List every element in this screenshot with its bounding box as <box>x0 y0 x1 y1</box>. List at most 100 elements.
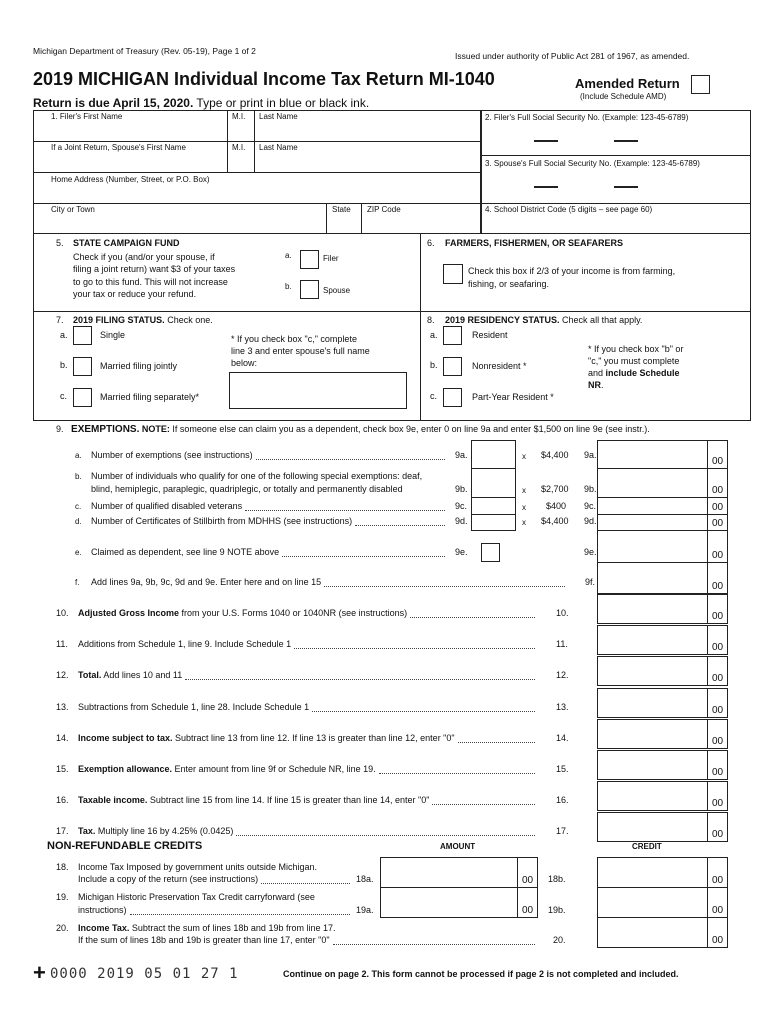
line-number: 13. <box>56 701 69 712</box>
filer-first-name-field[interactable]: 1. Filer's First Name <box>51 112 123 121</box>
exemption-amount-input[interactable]: 00 <box>597 497 728 515</box>
nonresident-checkbox[interactable] <box>443 357 462 376</box>
exemption-rate: $4,400 <box>541 516 569 526</box>
line-amount-input[interactable]: 00 <box>597 625 728 656</box>
residency-title-bold: 2019 RESIDENCY STATUS. <box>445 315 560 325</box>
filing-note: line 3 and enter spouse's full name <box>231 346 370 356</box>
exemption-amount-code: 9b. <box>584 484 597 494</box>
resident-checkbox[interactable] <box>443 326 462 345</box>
exemption-label: Number of Certificates of Stillbirth fro… <box>91 516 353 526</box>
claimed-dependent-checkbox[interactable] <box>481 543 500 562</box>
spouse-ssn-field[interactable]: 3. Spouse's Full Social Security No. (Ex… <box>485 159 700 168</box>
due-date-ink: Type or print in blue or black ink. <box>193 96 370 110</box>
credit-value-input[interactable]: 00 <box>597 857 728 888</box>
residency-note-bold: include Schedule <box>605 368 680 378</box>
amount-line-code: 18a. <box>356 874 374 884</box>
exemption-line-code: 9e. <box>455 547 468 557</box>
exemption-amount-input[interactable]: 00 <box>597 514 728 531</box>
school-district-field[interactable]: 4. School District Code (5 digits – see … <box>485 205 653 214</box>
filing-joint-checkbox[interactable] <box>73 357 92 376</box>
line-number: 14. <box>56 732 69 743</box>
spouse-last-name-field[interactable]: Last Name <box>259 143 298 152</box>
credit-line-code: 20. <box>553 935 566 945</box>
line-code: 11. <box>556 639 568 650</box>
filer-mi-field[interactable]: M.I. <box>232 112 246 121</box>
line-number: 20. <box>56 923 69 933</box>
exemption-count-input[interactable] <box>471 514 516 531</box>
cents-field: 00 <box>707 918 727 947</box>
line-amount-input[interactable]: 00 <box>597 718 728 749</box>
divider <box>33 203 751 204</box>
exemption-amount-input[interactable]: 00 <box>597 440 728 469</box>
credit-amount-input[interactable]: 00 <box>380 887 538 918</box>
filing-a-letter: a. <box>60 330 68 340</box>
exemption-amount-input[interactable]: 00 <box>597 468 728 498</box>
spouse-first-name-field[interactable]: If a Joint Return, Spouse's First Name <box>51 143 186 152</box>
line-label: Income Tax Imposed by government units o… <box>78 862 317 873</box>
exemption-count-input[interactable] <box>471 468 516 498</box>
line-amount-input[interactable]: 00 <box>597 750 728 780</box>
exemption-letter: e. <box>75 548 82 557</box>
exemption-count-input[interactable] <box>471 440 516 469</box>
campaign-filer-checkbox[interactable] <box>300 250 319 269</box>
line-label-text: Subtract the sum of lines 18b and 19b fr… <box>129 923 336 933</box>
divider <box>254 110 255 172</box>
spouse-full-name-input[interactable] <box>229 372 407 409</box>
dot-leader <box>458 741 535 743</box>
home-address-field[interactable]: Home Address (Number, Street, or P.O. Bo… <box>51 175 210 184</box>
times-sign: x <box>522 518 526 527</box>
filing-single-checkbox[interactable] <box>73 326 92 345</box>
line-amount-input[interactable]: 00 <box>597 687 728 718</box>
dot-leader <box>294 648 535 650</box>
credit-value-input[interactable]: 00 <box>597 887 728 918</box>
line-label-text: Add lines 10 and 11 <box>101 670 183 681</box>
exemption-label: blind, hemiplegic, paraplegic, quadriple… <box>91 484 403 494</box>
campaign-a-letter: a. <box>285 251 292 260</box>
spouse-mi-field[interactable]: M.I. <box>232 143 246 152</box>
ssn-separator <box>614 186 638 188</box>
exemption-label: Claimed as dependent, see line 9 NOTE ab… <box>91 547 280 557</box>
campaign-spouse-checkbox[interactable] <box>300 280 319 299</box>
exemption-amount-code: 9a. <box>584 450 597 460</box>
filing-separate-checkbox[interactable] <box>73 388 92 407</box>
exemption-line-code: 9a. <box>455 450 468 460</box>
filer-last-name-field[interactable]: Last Name <box>259 112 298 121</box>
part-year-checkbox[interactable] <box>443 388 462 407</box>
filer-ssn-field[interactable]: 2. Filer's Full Social Security No. (Exa… <box>485 113 689 122</box>
state-field[interactable]: State <box>332 205 351 214</box>
line-label-text: Subtract line 15 from line 14. If line 1… <box>147 795 430 806</box>
continue-note: Continue on page 2. This form cannot be … <box>283 969 679 979</box>
divider <box>33 172 480 173</box>
cents-field: 00 <box>707 498 727 514</box>
line-code: 17. <box>556 826 569 837</box>
city-field[interactable]: City or Town <box>51 205 95 214</box>
amended-return-checkbox[interactable] <box>691 75 710 94</box>
line-label: Subtractions from Schedule 1, line 28. I… <box>78 702 309 713</box>
nonresident-label: Nonresident * <box>472 361 527 371</box>
line-amount-input[interactable]: 00 <box>597 656 728 687</box>
exemption-count-input[interactable] <box>471 497 516 515</box>
residency-note-period: . <box>601 380 604 390</box>
filing-title: 2019 FILING STATUS. Check one. <box>73 315 213 326</box>
credit-value-input[interactable]: 00 <box>597 917 728 948</box>
credit-amount-input[interactable]: 00 <box>380 857 538 888</box>
exemption-amount-input[interactable]: 00 <box>597 530 728 563</box>
divider <box>227 110 228 172</box>
exemption-amount-code: 9c. <box>584 501 597 511</box>
line-label-bold: Tax. <box>78 826 96 837</box>
exemption-amount-input[interactable]: 00 <box>597 562 728 594</box>
residency-note: NR. <box>588 380 604 391</box>
line-amount-input[interactable]: 00 <box>597 812 728 843</box>
line-amount-input[interactable]: 00 <box>597 594 728 624</box>
plus-icon: + <box>33 960 46 985</box>
exemption-amount-code: 9f. <box>585 577 596 587</box>
line-amount-input[interactable]: 00 <box>597 781 728 812</box>
line-label-text: Subtract line 13 from line 12. If line 1… <box>172 732 455 743</box>
cents-field: 00 <box>707 782 727 811</box>
cents-field: 00 <box>707 563 727 593</box>
farmers-checkbox[interactable] <box>443 264 463 284</box>
farmers-title: FARMERS, FISHERMEN, OR SEAFARERS <box>445 238 624 248</box>
zip-field[interactable]: ZIP Code <box>367 205 401 214</box>
line-label-text: Michigan Historic Preservation Tax Credi… <box>78 892 315 902</box>
line-label: If the sum of lines 18b and 19b is great… <box>78 935 330 945</box>
